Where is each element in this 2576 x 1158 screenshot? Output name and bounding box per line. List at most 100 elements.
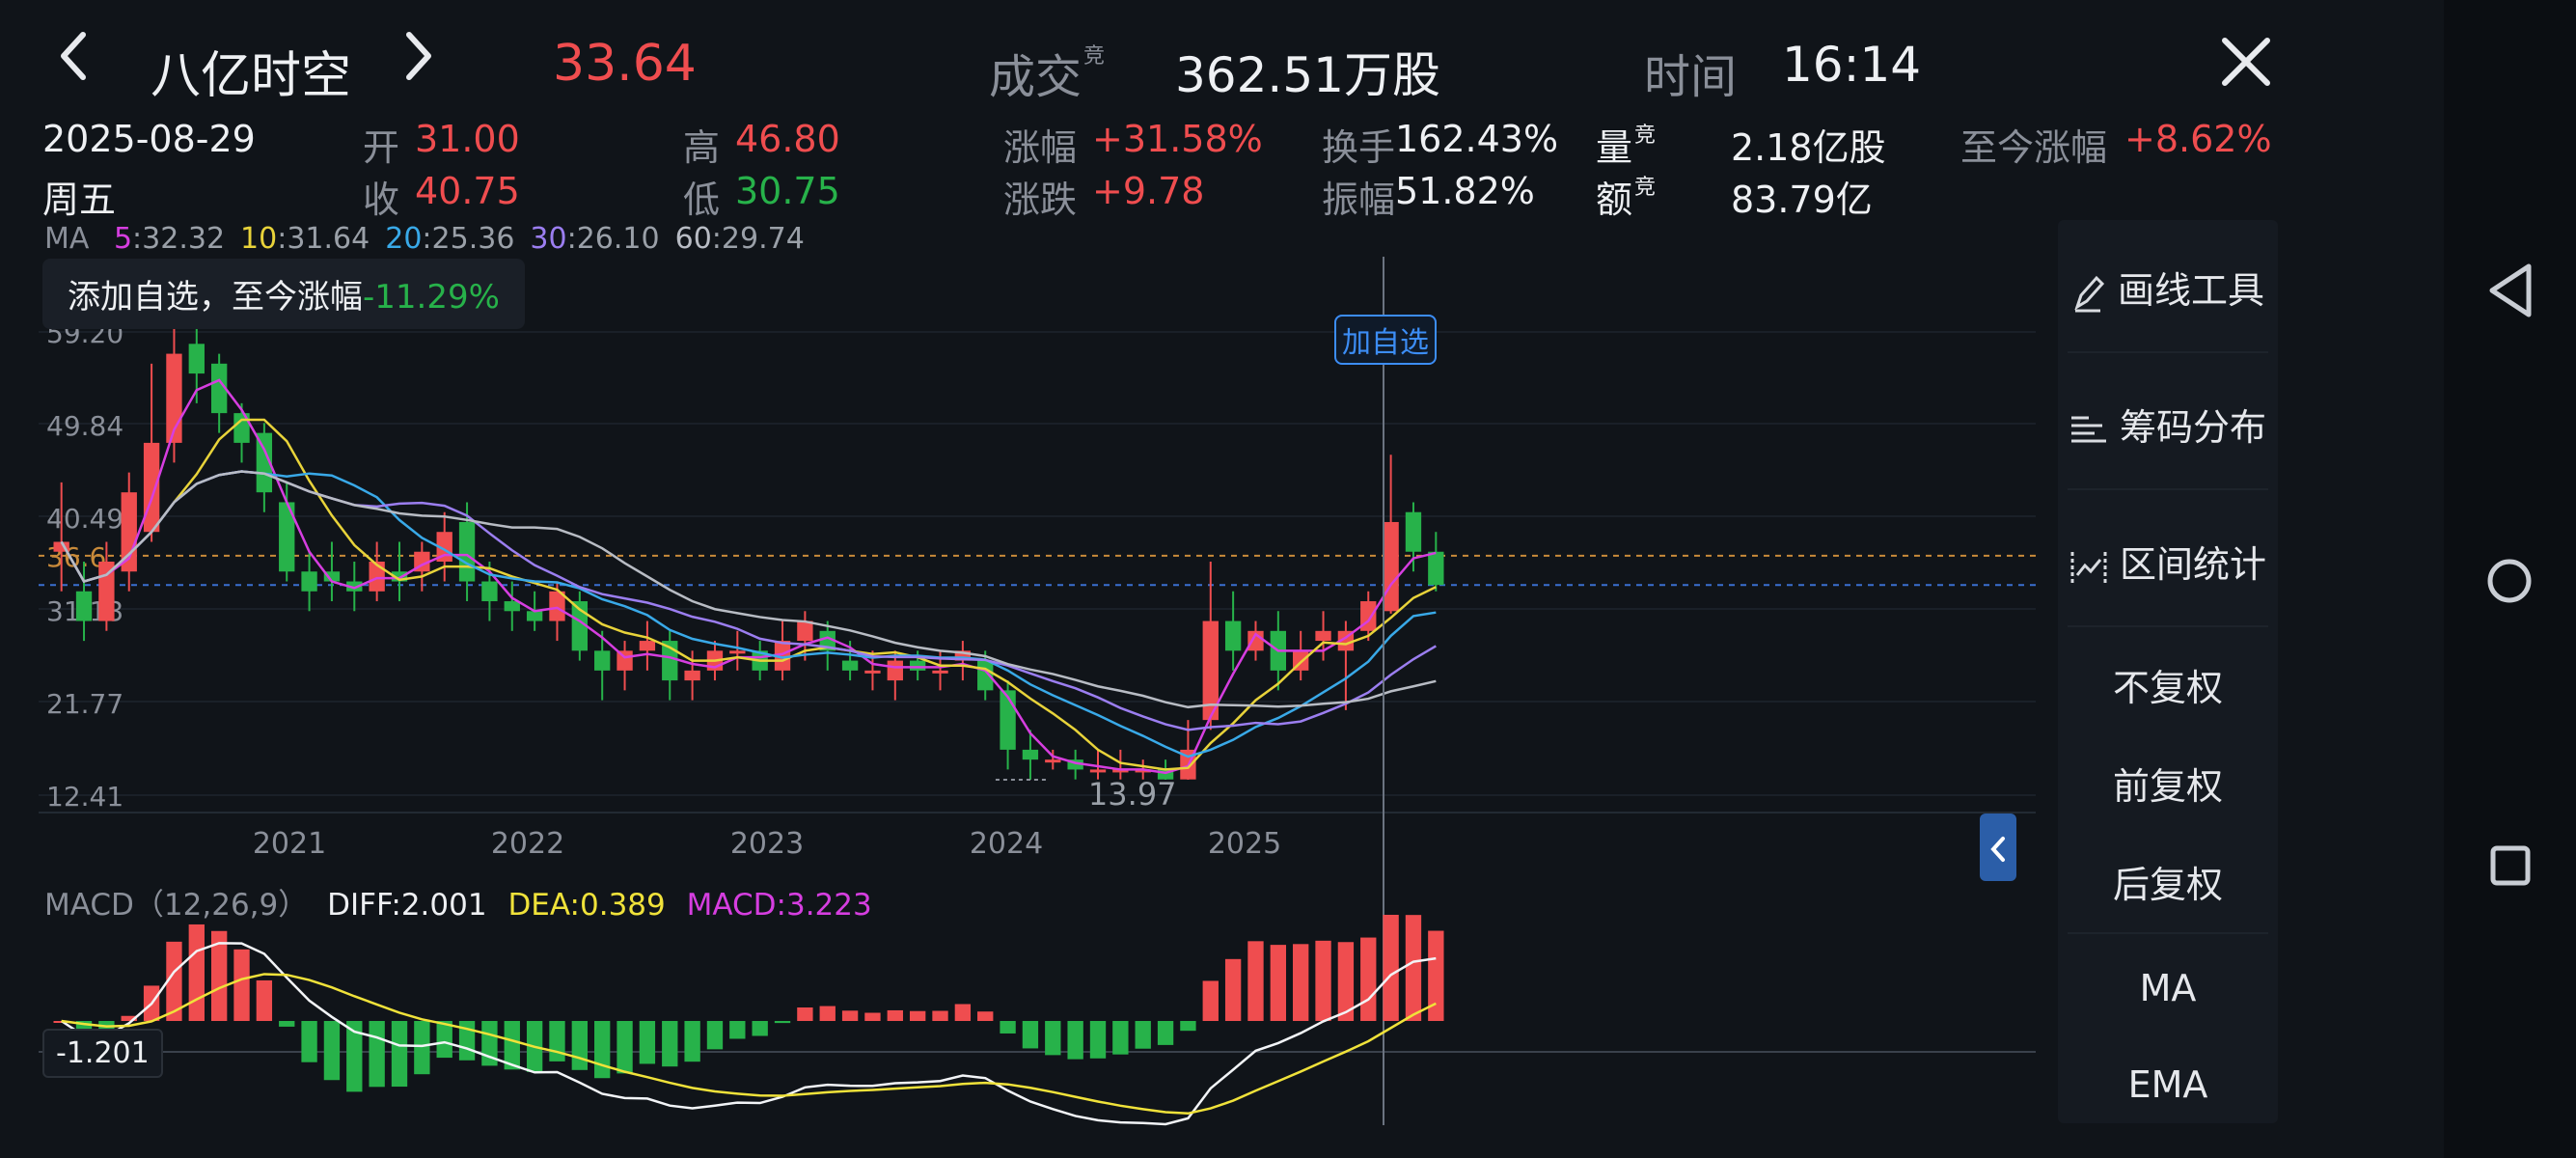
pct-label: 涨幅 — [1003, 126, 1078, 169]
macd-bar — [662, 1021, 678, 1067]
ma-legend-item-60: 60:29.74 — [674, 222, 805, 256]
chevron-left-icon — [61, 32, 86, 80]
macd-bar — [121, 1015, 137, 1021]
macd-bar — [774, 1021, 791, 1024]
macd-bar — [729, 1021, 746, 1039]
macd-bar — [1405, 915, 1422, 1021]
ma-line — [60, 470, 1437, 758]
ma-line — [60, 418, 1437, 771]
macd-bar — [684, 1021, 700, 1062]
macd-bar — [1224, 958, 1242, 1021]
candle-body — [887, 660, 903, 681]
ma-legend-item-30: 30:26.10 — [530, 222, 660, 256]
macd-bar — [841, 1010, 859, 1021]
macd-bar — [504, 1021, 520, 1070]
candle-body — [729, 650, 746, 654]
quote-date: 2025-08-29 — [42, 118, 256, 160]
candle-body — [954, 650, 972, 661]
candle-body — [684, 670, 700, 681]
collapse-panel-button[interactable] — [1980, 813, 2016, 881]
y-axis-label: 12.41 — [46, 781, 123, 813]
kline-chart[interactable]: 59.2049.8440.4936.631.1321.7712.41202120… — [0, 0, 2055, 1139]
macd-bar — [323, 1021, 341, 1081]
candle-body — [1224, 620, 1242, 651]
candle-body — [1067, 759, 1083, 770]
candle-body — [1135, 769, 1151, 773]
macd-bar — [1000, 1021, 1016, 1034]
candle-body — [391, 571, 408, 582]
candle-body — [909, 660, 926, 671]
chg-value: +9.78 — [1092, 170, 1205, 212]
diff-line — [60, 942, 1437, 1126]
macd-bar — [1337, 942, 1355, 1021]
pct-value: +31.58% — [1092, 118, 1263, 160]
recents-icon[interactable] — [2486, 841, 2535, 890]
forward-button[interactable] — [399, 27, 438, 94]
macd-label: MACD（12,26,9） — [44, 888, 309, 923]
forward-adjust-option[interactable]: 前复权 — [2112, 765, 2223, 808]
macd-dea: DEA:0.389 — [507, 888, 666, 923]
candle-body — [369, 561, 385, 592]
chevron-right-icon — [406, 32, 431, 80]
macd-bar — [639, 1021, 656, 1064]
macd-legend: MACD（12,26,9） DIFF:2.001 DEA:0.389 MACD:… — [44, 880, 872, 924]
ma-legend-item-20: 20:25.36 — [385, 222, 515, 256]
macd-bar — [1180, 1021, 1196, 1032]
chip-distribution-button[interactable]: 筹码分布 — [2058, 398, 2278, 451]
home-icon[interactable] — [2482, 554, 2536, 608]
y-axis-label: 21.77 — [46, 688, 123, 720]
ma-legend: MA 5:32.32 10:31.64 20:25.36 30:26.10 60:29.… — [44, 222, 805, 256]
low-value: 30.75 — [735, 170, 840, 212]
macd-bar — [436, 1021, 452, 1059]
chevron-left-icon — [1990, 836, 2005, 862]
high-label: 高 — [683, 126, 721, 169]
candle-body — [1383, 521, 1399, 612]
no-adjust-option[interactable]: 不复权 — [2112, 667, 2223, 709]
range-stats-button[interactable]: 区间统计 — [2058, 535, 2278, 588]
macd-bar — [954, 1004, 972, 1021]
back-icon[interactable] — [2482, 261, 2536, 320]
y-axis-label: 49.84 — [46, 410, 123, 442]
open-label: 开 — [363, 126, 400, 169]
macd-bar — [166, 941, 182, 1021]
macd-bar — [909, 1010, 926, 1021]
candle-body — [526, 611, 543, 621]
macd-diff: DIFF:2.001 — [327, 888, 487, 923]
ma-legend-item-10: 10:31.64 — [240, 222, 370, 256]
bars-icon — [2070, 416, 2106, 442]
vol-value: 2.18亿股 — [1731, 126, 1886, 169]
ema-option[interactable]: EMA — [2127, 1063, 2208, 1106]
candle-body — [797, 620, 813, 642]
back-button[interactable] — [54, 27, 93, 94]
candle-body — [864, 670, 881, 674]
macd-bar — [617, 1021, 633, 1074]
macd-bar — [1067, 1021, 1083, 1060]
turnover-value: 162.43% — [1395, 118, 1559, 160]
ma-option[interactable]: MA — [2139, 967, 2197, 1009]
amount-label: 额竞 — [1596, 176, 1657, 221]
time-label: 时间 — [1644, 50, 1738, 104]
time-value: 16:14 — [1782, 37, 1922, 93]
amount-value: 83.79亿 — [1731, 179, 1873, 221]
add-watch-tag[interactable]: 加自选 — [1334, 315, 1437, 365]
macd-bar — [1045, 1021, 1061, 1056]
range-icon — [2070, 551, 2107, 583]
add-watch-tooltip[interactable]: 添加自选，至今涨幅-11.29% — [42, 259, 525, 329]
high-value: 46.80 — [735, 118, 840, 160]
candle-body — [210, 363, 228, 414]
draw-tool-button[interactable]: 画线工具 — [2058, 261, 2278, 314]
macd-bar — [256, 979, 273, 1021]
backward-adjust-option[interactable]: 后复权 — [2112, 864, 2223, 906]
candle-body — [1089, 769, 1107, 773]
candle-body — [1000, 690, 1016, 750]
macd-bar — [346, 1021, 363, 1092]
x-axis-label: 2024 — [970, 827, 1043, 861]
candle-body — [481, 581, 498, 602]
candle-body — [639, 641, 656, 651]
y-axis-label: 40.49 — [46, 503, 123, 535]
candle-body — [1202, 620, 1219, 721]
macd-bar — [571, 1021, 589, 1070]
macd-bar — [1022, 1021, 1039, 1049]
candle-body — [594, 650, 611, 671]
close-button[interactable] — [2219, 35, 2273, 93]
